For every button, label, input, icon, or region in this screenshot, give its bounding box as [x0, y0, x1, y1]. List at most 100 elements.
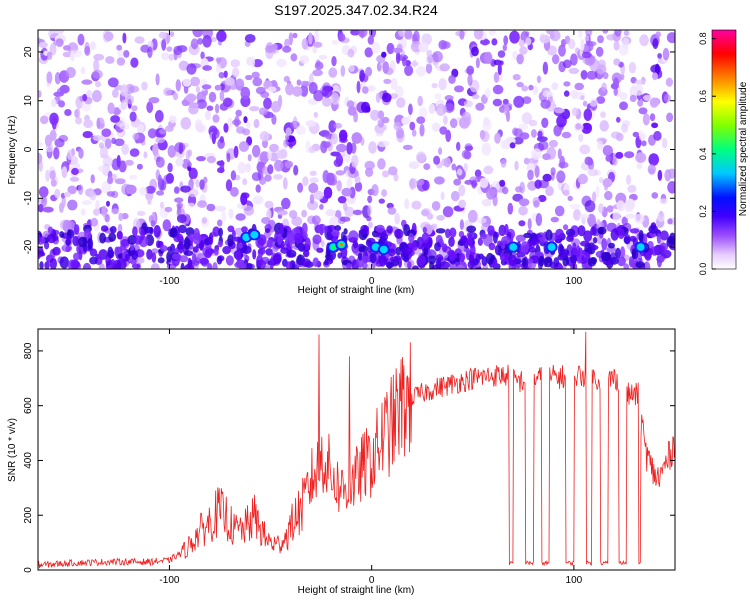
heatmap-cell: [59, 84, 70, 94]
heatmap-cell: [255, 86, 266, 95]
heatmap-cell: [415, 65, 426, 77]
heatmap-band-cell: [467, 233, 473, 246]
heatmap-cell: [197, 38, 203, 45]
heatmap-cell: [349, 186, 356, 199]
heatmap-cell: [102, 156, 113, 167]
heatmap-cell: [651, 192, 659, 199]
heatmap-cell: [230, 170, 237, 181]
heatmap-cell: [318, 54, 328, 60]
heatmap-band-cell: [222, 246, 232, 255]
heatmap-band-cell: [488, 242, 496, 251]
heatmap-cell: [660, 249, 672, 259]
heatmap-band-cell: [358, 252, 363, 261]
heatmap-band-cell: [98, 249, 108, 260]
heatmap-cell: [261, 217, 271, 224]
heatmap-band-cell: [169, 227, 178, 238]
heatmap-cell: [196, 99, 207, 109]
heatmap-cell: [92, 69, 103, 80]
heatmap-band-cell: [188, 233, 196, 240]
heatmap-cell: [562, 59, 572, 69]
heatmap-cell: [518, 39, 525, 48]
heatmap-cell: [188, 102, 199, 109]
heatmap-band-cell: [650, 246, 659, 256]
heatmap-cell: [473, 30, 484, 40]
heatmap-cell: [200, 216, 210, 228]
heatmap-band-cell: [110, 259, 116, 267]
heatmap-band-cell: [528, 247, 536, 253]
heatmap-cell: [421, 207, 432, 217]
heatmap-cell: [175, 157, 184, 167]
heatmap-cell: [151, 252, 157, 263]
heatmap-cell: [534, 179, 542, 189]
heatmap-band-cell: [361, 255, 371, 263]
heatmap-cell: [346, 142, 353, 155]
snr-xlabel: Height of straight line (km): [298, 585, 415, 596]
heatmap-cell: [512, 74, 521, 81]
heatmap-cell: [84, 46, 91, 56]
heatmap-band-cell: [132, 226, 138, 238]
heatmap-band-cell: [269, 257, 274, 269]
heatmap-cell: [319, 204, 324, 210]
heatmap-cell: [98, 263, 105, 269]
heatmap-cell: [147, 46, 153, 58]
heatmap-band-cell: [449, 227, 457, 238]
heatmap-cell: [431, 201, 441, 211]
heatmap-band-cell: [323, 260, 329, 266]
heatmap-cell: [314, 30, 319, 43]
heatmap-cell: [563, 81, 571, 87]
heatmap-cell: [637, 99, 644, 107]
heatmap-cell: [101, 181, 112, 194]
heatmap-cell: [165, 173, 174, 184]
heatmap-band-cell: [297, 243, 306, 252]
heatmap-cell: [551, 82, 559, 91]
heatmap-cell: [147, 198, 152, 205]
heatmap-band-cell: [478, 253, 484, 260]
heatmap-band-cell: [472, 258, 479, 266]
heatmap-cell: [527, 218, 532, 230]
heatmap-cell: [284, 160, 294, 169]
heatmap-cell: [333, 122, 343, 129]
heatmap-cell: [659, 198, 669, 205]
heatmap-band-cell: [358, 245, 369, 253]
heatmap-cell: [284, 134, 290, 141]
heatmap-cell: [83, 119, 94, 129]
heatmap-cell: [313, 111, 318, 118]
heatmap-band-cell: [252, 249, 257, 260]
colorbar-ticks: 0.0 0.2 0.4 0.6 0.8: [698, 32, 716, 275]
heatmap-cell: [285, 83, 295, 96]
heatmap-cell: [531, 129, 537, 138]
y-tick-label: 0: [23, 567, 34, 573]
heatmap-band-cell: [427, 255, 437, 265]
heatmap-cell: [51, 116, 57, 130]
x-tick-label: 100: [566, 575, 583, 586]
heatmap-band-cell: [587, 246, 593, 252]
heatmap-band-cell: [388, 248, 396, 257]
heatmap-cell: [331, 39, 339, 45]
heatmap-cell: [481, 142, 492, 156]
heatmap-band-cell: [520, 241, 530, 254]
heatmap-cell: [542, 61, 549, 75]
heatmap-cell: [90, 217, 98, 227]
heatmap-cell: [518, 123, 529, 130]
x-tick-label: -100: [159, 575, 179, 586]
heatmap-cell: [574, 82, 584, 91]
heatmap-cell: [176, 202, 183, 209]
heatmap-cell: [532, 85, 539, 95]
heatmap-cell: [350, 30, 360, 36]
heatmap-cell: [251, 172, 262, 182]
x-tick-label: 100: [566, 276, 583, 287]
heatmap-cell: [336, 180, 342, 192]
heatmap-cell: [95, 81, 102, 88]
heatmap-cell: [131, 105, 138, 112]
heatmap-cell: [522, 96, 532, 104]
heatmap-cell: [176, 214, 187, 224]
heatmap-cell: [269, 143, 279, 153]
heatmap-band-cell: [449, 253, 458, 259]
heatmap-band-cell: [177, 241, 184, 254]
y-tick-label: 20: [23, 46, 34, 58]
heatmap-cell: [86, 90, 92, 98]
heatmap-cell: [90, 41, 96, 50]
heatmap-band-cell: [580, 240, 590, 247]
heatmap-cell: [50, 98, 57, 108]
heatmap-band-cell: [108, 232, 117, 242]
